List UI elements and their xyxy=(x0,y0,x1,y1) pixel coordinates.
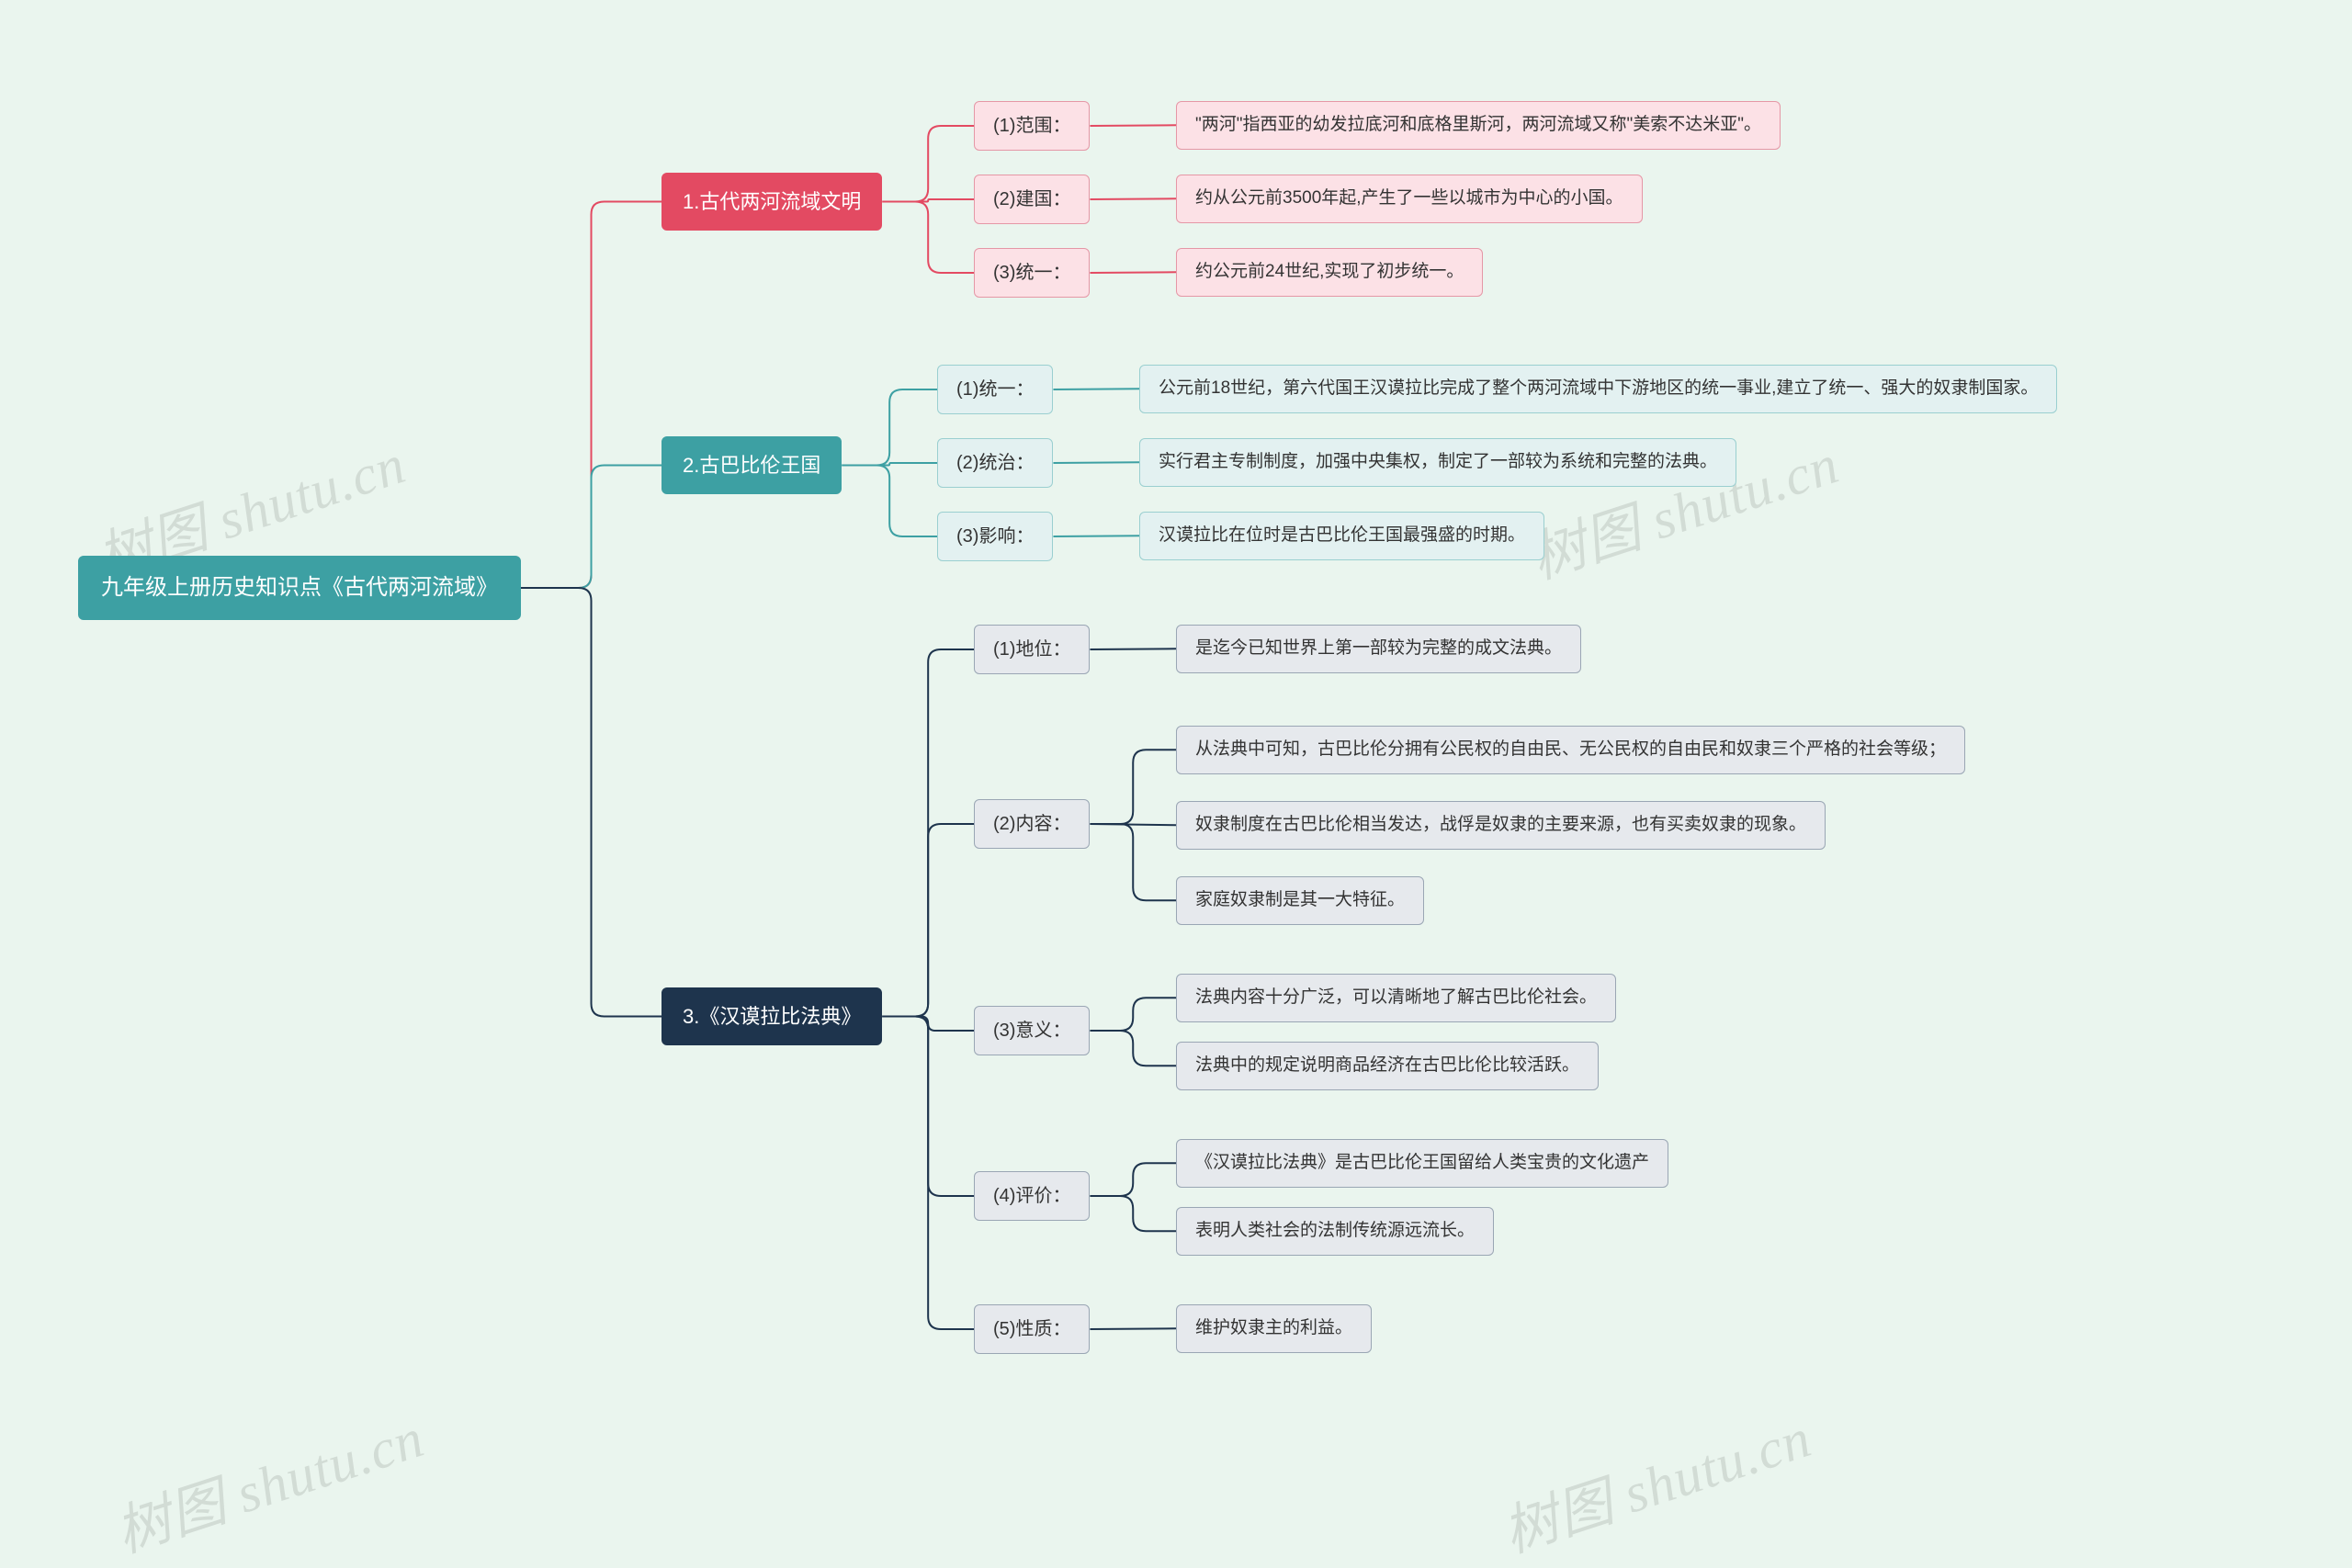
mindmap-canvas: 树图 shutu.cn树图 shutu.cn树图 shutu.cn树图 shut… xyxy=(0,0,2352,1510)
node-b3s4: (4)评价： xyxy=(974,1171,1090,1221)
node-b2s3: (3)影响： xyxy=(937,512,1053,561)
node-b3s3: (3)意义： xyxy=(974,1006,1090,1055)
node-b2s2l1: 实行君主专制制度，加强中央集权，制定了一部较为系统和完整的法典。 xyxy=(1139,438,1736,487)
connector xyxy=(1090,1328,1176,1329)
node-b1s1l1: "两河"指西亚的幼发拉底河和底格里斯河，两河流域又称"美索不达米亚"。 xyxy=(1176,101,1781,150)
connector xyxy=(842,466,937,537)
connector xyxy=(1090,824,1176,825)
node-b3s4l1: 《汉谟拉比法典》是古巴比伦王国留给人类宝贵的文化遗产 xyxy=(1176,1139,1668,1188)
connector xyxy=(842,389,937,466)
node-root: 九年级上册历史知识点《古代两河流域》 xyxy=(78,556,521,620)
node-b2s1l1: 公元前18世纪，第六代国王汉谟拉比完成了整个两河流域中下游地区的统一事业,建立了… xyxy=(1139,365,2057,413)
connector xyxy=(1090,198,1176,199)
connector xyxy=(1090,1196,1176,1231)
connector xyxy=(1090,1031,1176,1066)
connector xyxy=(1053,462,1139,463)
node-b2s1: (1)统一： xyxy=(937,365,1053,414)
connector xyxy=(882,202,974,274)
node-b3s2l3: 家庭奴隶制是其一大特征。 xyxy=(1176,876,1424,925)
node-b3s3l1: 法典内容十分广泛，可以清晰地了解古巴比伦社会。 xyxy=(1176,974,1616,1022)
connector xyxy=(1090,272,1176,273)
connector xyxy=(1090,824,1176,900)
connector xyxy=(882,1017,974,1032)
connector xyxy=(1090,1163,1176,1196)
connector xyxy=(882,126,974,202)
node-b3s3l2: 法典中的规定说明商品经济在古巴比伦比较活跃。 xyxy=(1176,1042,1599,1090)
connector xyxy=(1090,125,1176,126)
node-b1: 1.古代两河流域文明 xyxy=(662,173,882,231)
connector xyxy=(1090,750,1176,824)
connector xyxy=(842,463,937,466)
node-b2: 2.古巴比伦王国 xyxy=(662,436,842,494)
node-b3s1: (1)地位： xyxy=(974,625,1090,674)
connector xyxy=(882,824,974,1017)
node-b3: 3.《汉谟拉比法典》 xyxy=(662,987,882,1045)
connector xyxy=(1090,998,1176,1031)
connector xyxy=(882,199,974,202)
node-b1s1: (1)范围： xyxy=(974,101,1090,151)
node-b3s2: (2)内容： xyxy=(974,799,1090,849)
node-b1s2l1: 约从公元前3500年起,产生了一些以城市为中心的小国。 xyxy=(1176,175,1643,223)
connector xyxy=(882,1017,974,1330)
node-b3s5l1: 维护奴隶主的利益。 xyxy=(1176,1304,1372,1353)
connector xyxy=(521,588,662,1017)
node-b1s3l1: 约公元前24世纪,实现了初步统一。 xyxy=(1176,248,1483,297)
connector xyxy=(882,649,974,1017)
node-b1s3: (3)统一： xyxy=(974,248,1090,298)
connector xyxy=(521,466,662,589)
node-b3s4l2: 表明人类社会的法制传统源远流长。 xyxy=(1176,1207,1494,1256)
connector xyxy=(882,1017,974,1197)
node-b3s1l1: 是迄今已知世界上第一部较为完整的成文法典。 xyxy=(1176,625,1581,673)
node-b1s2: (2)建国： xyxy=(974,175,1090,224)
watermark: 树图 shutu.cn xyxy=(104,1393,433,1568)
node-b3s5: (5)性质： xyxy=(974,1304,1090,1354)
node-b2s3l1: 汉谟拉比在位时是古巴比伦王国最强盛的时期。 xyxy=(1139,512,1544,560)
node-b2s2: (2)统治： xyxy=(937,438,1053,488)
connector xyxy=(521,202,662,589)
watermark: 树图 shutu.cn xyxy=(1491,1393,1820,1568)
node-b3s2l2: 奴隶制度在古巴比伦相当发达，战俘是奴隶的主要来源，也有买卖奴隶的现象。 xyxy=(1176,801,1826,850)
node-b3s2l1: 从法典中可知，古巴比伦分拥有公民权的自由民、无公民权的自由民和奴隶三个严格的社会… xyxy=(1176,726,1965,774)
